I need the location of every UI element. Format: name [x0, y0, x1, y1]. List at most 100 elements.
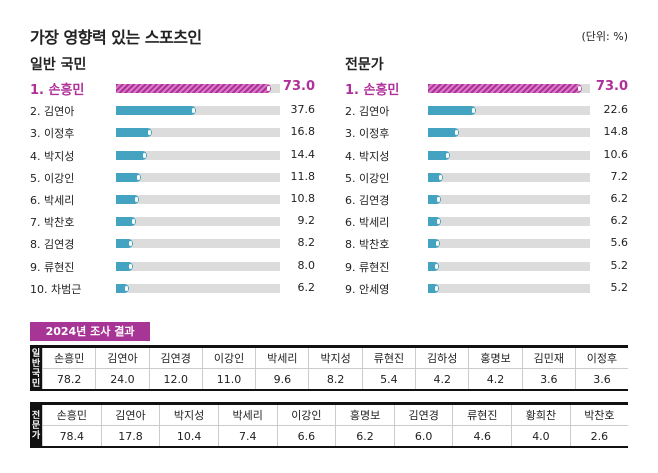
- chart-title: 가장 영향력 있는 스포츠인: [30, 28, 202, 47]
- table-name-cell: 김연경: [393, 403, 453, 426]
- table-value-cell: 5.4: [361, 368, 416, 391]
- bar-row: 2. 김연아 22.6: [345, 99, 645, 121]
- table-name-cell: 이강인: [276, 403, 336, 426]
- bar-row: 5. 이강인 11.8: [30, 166, 330, 188]
- table-side-label: 일반국민: [30, 346, 43, 390]
- table-name-cell: 손흥민: [42, 403, 102, 426]
- bar-label: 1. 손흥민: [30, 83, 85, 98]
- bar-track: [116, 106, 280, 116]
- table-value-cell: 12.0: [148, 368, 203, 391]
- bar-value: 6.2: [610, 192, 629, 205]
- bar-row: 6. 박세리 6.2: [345, 210, 645, 232]
- bar: [428, 172, 444, 182]
- table-name-cell: 손흥민: [41, 346, 96, 369]
- bar-row: 3. 이정후 14.8: [345, 121, 645, 143]
- bar-track: [428, 128, 590, 138]
- table-name-cell: 박찬호: [569, 403, 628, 426]
- table-value-cell: 4.2: [415, 368, 469, 391]
- bar-track: [116, 150, 280, 160]
- bar-label: 6. 박세리: [30, 194, 75, 207]
- bar-label: 3. 이정후: [345, 127, 390, 141]
- bar: [428, 150, 451, 160]
- bar-value: 22.6: [603, 103, 629, 117]
- bar-row: 9. 류현진 8.0: [30, 255, 330, 277]
- bar-track: [116, 84, 280, 93]
- table-name-cell: 홍명보: [468, 346, 523, 369]
- table-value-cell: 78.2: [41, 368, 96, 391]
- bar: [116, 128, 152, 138]
- bar-row: 4. 박지성 10.6: [345, 144, 645, 166]
- group-title-experts: 전문가: [345, 57, 384, 73]
- bar-label: 3. 이정후: [30, 127, 75, 141]
- bar-track: [116, 261, 280, 271]
- table-name-cell: 황희찬: [511, 403, 571, 426]
- bar-label: 10. 차범근: [30, 282, 82, 296]
- bar-row: 3. 이정후 16.8: [30, 121, 330, 143]
- bar-row: 10. 차범근 6.2: [30, 277, 330, 299]
- bar-row: 1. 손흥민 73.0: [30, 77, 330, 99]
- bar: [116, 239, 134, 249]
- table-name-cell: 박세리: [217, 403, 278, 426]
- bar: [116, 195, 139, 204]
- table-name-cell: 이강인: [201, 346, 256, 369]
- bar-value: 73.0: [282, 79, 315, 94]
- table-name-cell: 이정후: [574, 346, 628, 369]
- bar: [428, 261, 439, 271]
- bar-value: 16.8: [290, 125, 316, 139]
- bar-track: [428, 84, 590, 93]
- bar-track: [428, 283, 590, 293]
- bar-value: 8.2: [297, 236, 316, 250]
- bar-value: 8.0: [297, 258, 316, 272]
- bar-label: 5. 이강인: [345, 171, 390, 185]
- bar-row: 2. 김연아 37.6: [30, 99, 330, 121]
- bar-value: 5.6: [610, 236, 629, 250]
- bar-value: 6.2: [610, 214, 629, 228]
- table-value-cell: 11.0: [201, 368, 256, 391]
- bar-value: 9.2: [297, 214, 316, 228]
- bar: [116, 283, 130, 293]
- table-value-cell: 3.6: [574, 368, 628, 391]
- bar-value: 14.8: [603, 125, 629, 139]
- table-value-cell: 7.4: [217, 425, 278, 448]
- bar-row: 4. 박지성 14.4: [30, 144, 330, 166]
- bar: [116, 172, 142, 182]
- bar-label: 6. 박세리: [345, 216, 390, 230]
- bar-value: 14.4: [290, 147, 316, 161]
- bar-value: 11.8: [290, 169, 316, 183]
- table-side-label: 전문가: [30, 403, 43, 447]
- bar-track: [428, 150, 590, 160]
- bar-value: 37.6: [290, 103, 316, 117]
- bar: [116, 217, 136, 227]
- bar-row: 8. 박찬호 5.6: [345, 232, 645, 254]
- table-value-cell: 6.0: [393, 425, 453, 448]
- bar-label: 2. 김연아: [345, 105, 390, 119]
- bar-label: 9. 류현진: [345, 260, 390, 274]
- table-value-cell: 78.4: [42, 425, 102, 448]
- bar-label: 8. 박찬호: [345, 238, 390, 252]
- bar-row: 6. 김연경 6.2: [345, 188, 645, 210]
- table-name-cell: 류현진: [452, 403, 512, 426]
- bar: [428, 217, 442, 227]
- bar-track: [116, 195, 280, 204]
- table-name-cell: 류현진: [361, 346, 416, 369]
- table-group-label: 전문가: [31, 410, 41, 441]
- unit-label: (단위: %): [581, 30, 628, 43]
- table-name-cell: 김민재: [521, 346, 576, 369]
- table-name-cell: 김연아: [100, 403, 160, 426]
- bar-row: 1. 손흥민 73.0: [345, 77, 645, 99]
- bar-track: [116, 217, 280, 227]
- bar-track: [428, 172, 590, 182]
- bar-label: 9. 안세영: [345, 282, 390, 296]
- bar-value: 10.8: [290, 192, 316, 205]
- bar-track: [428, 239, 590, 249]
- bar-value: 10.6: [603, 147, 629, 161]
- bar: [428, 128, 460, 138]
- bar-value: 7.2: [610, 169, 629, 183]
- bar: [428, 239, 440, 249]
- bar-label: 4. 박지성: [345, 149, 390, 163]
- bar-label: 5. 이강인: [30, 171, 75, 185]
- survey-2024-badge: 2024년 조사 결과: [30, 322, 150, 341]
- table-value-cell: 8.2: [308, 368, 363, 391]
- bar-track: [116, 239, 280, 249]
